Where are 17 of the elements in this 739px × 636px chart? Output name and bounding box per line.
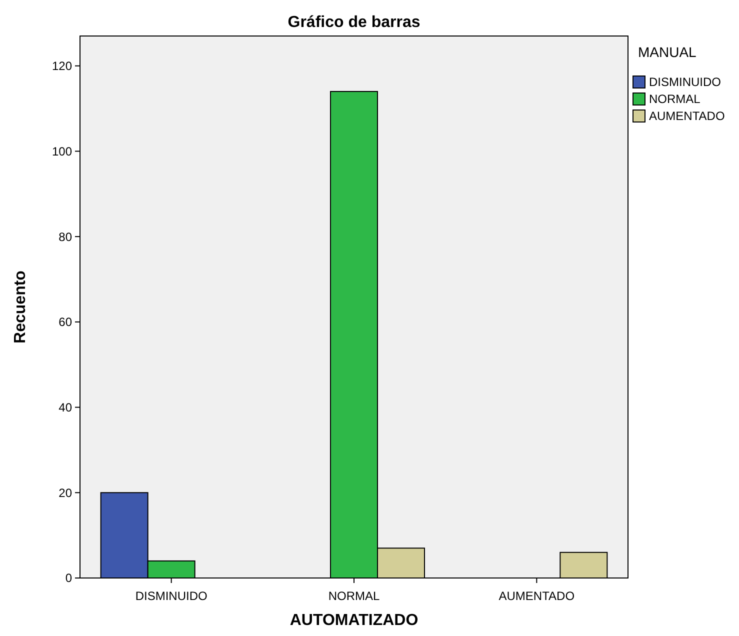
x-tick-label: DISMINUIDO bbox=[135, 589, 208, 603]
y-tick-label: 120 bbox=[52, 59, 72, 74]
y-tick-label: 0 bbox=[65, 571, 72, 586]
y-tick-label: 100 bbox=[52, 144, 72, 158]
legend-label: NORMAL bbox=[649, 92, 701, 106]
y-tick-label: 20 bbox=[58, 486, 72, 500]
y-axis-title: Recuento bbox=[12, 270, 29, 344]
legend-label: AUMENTADO bbox=[649, 109, 725, 124]
y-tick-label: 40 bbox=[58, 400, 72, 414]
y-tick-label: 60 bbox=[58, 315, 72, 330]
x-tick-label: AUMENTADO bbox=[498, 589, 575, 603]
legend-label: DISMINUIDO bbox=[649, 75, 721, 90]
x-axis-title: AUTOMATIZADO bbox=[290, 612, 418, 629]
legend-title: MANUAL bbox=[638, 44, 697, 60]
y-tick-label: 80 bbox=[58, 230, 72, 244]
x-tick-label: NORMAL bbox=[328, 589, 380, 603]
chart-title: Gráfico de barras bbox=[288, 14, 420, 31]
